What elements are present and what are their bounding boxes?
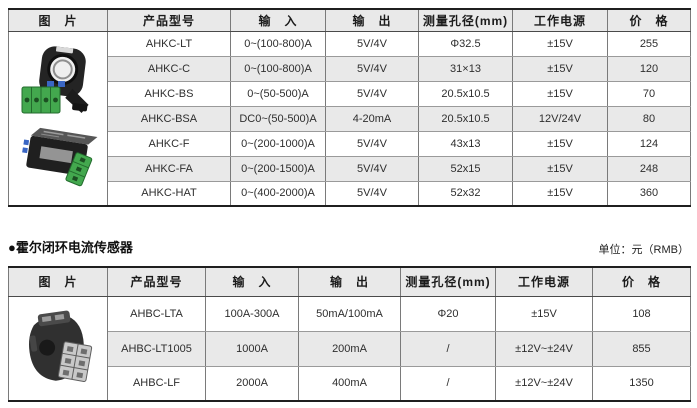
row-ahkc-hat: AHKC-HAT 0~(400-2000)A 5V/4V 52x32 ±15V …: [9, 180, 691, 207]
header-input: 输 入: [230, 8, 326, 32]
cell-model: AHKC-C: [107, 55, 231, 82]
cell-output: 5V/4V: [325, 80, 419, 107]
header-power: 工作电源: [495, 266, 593, 297]
cell-output: 200mA: [298, 330, 401, 367]
header-aperture: 测量孔径(mm): [418, 8, 513, 32]
cell-input: 0~(50-500)A: [230, 80, 326, 107]
cell-output: 400mA: [298, 365, 401, 402]
cell-aperture: 31×13: [418, 55, 513, 82]
cell-power: ±15V: [512, 80, 608, 107]
cell-input: DC0~(50-500)A: [230, 105, 326, 132]
header-output: 输 出: [298, 266, 401, 297]
cell-input: 0~(200-1500)A: [230, 155, 326, 182]
row-ahkc-bs: AHKC-BS 0~(50-500)A 5V/4V 20.5x10.5 ±15V…: [9, 80, 691, 107]
table2-header-row: 图 片 产品型号 输 入 输 出 测量孔径(mm) 工作电源 价 格: [8, 266, 691, 297]
table1-header-row: 图 片 产品型号 输 入 输 出 测量孔径(mm) 工作电源 价 格: [8, 8, 691, 32]
product-photos-cell: [8, 30, 108, 207]
cell-aperture: Φ32.5: [418, 30, 513, 57]
cell-power: ±12V~±24V: [495, 330, 593, 367]
cell-power: ±15V: [512, 155, 608, 182]
cell-price: 108: [592, 295, 691, 332]
cell-price: 360: [607, 180, 691, 207]
cell-price: 855: [592, 330, 691, 367]
cell-output: 5V/4V: [325, 130, 419, 157]
header-price: 价 格: [592, 266, 691, 297]
cell-model: AHKC-BS: [107, 80, 231, 107]
cell-model: AHBC-LF: [107, 365, 206, 402]
cell-output: 5V/4V: [325, 180, 419, 207]
cell-input: 1000A: [205, 330, 299, 367]
cell-power: ±15V: [512, 55, 608, 82]
cell-aperture: /: [400, 365, 496, 402]
cell-price: 120: [607, 55, 691, 82]
header-model: 产品型号: [107, 266, 206, 297]
cell-price: 70: [607, 80, 691, 107]
cell-model: AHKC-LT: [107, 30, 231, 57]
cell-input: 0~(400-2000)A: [230, 180, 326, 207]
header-picture: 图 片: [8, 8, 108, 32]
cell-price: 124: [607, 130, 691, 157]
ring-core-hall-sensor-photo: [16, 45, 100, 122]
cell-aperture: 43x13: [418, 130, 513, 157]
row-ahkc-bsa: AHKC-BSA DC0~(50-500)A 4-20mA 20.5x10.5 …: [9, 105, 691, 132]
header-aperture: 测量孔径(mm): [400, 266, 496, 297]
cell-input: 0~(100-800)A: [230, 55, 326, 82]
cell-output: 5V/4V: [325, 155, 419, 182]
cell-output: 50mA/100mA: [298, 295, 401, 332]
row-ahkc-f: AHKC-F 0~(200-1000)A 5V/4V 43x13 ±15V 12…: [9, 130, 691, 157]
cell-price: 255: [607, 30, 691, 57]
cell-input: 2000A: [205, 365, 299, 402]
cell-power: ±15V: [512, 130, 608, 157]
cell-aperture: 52x15: [418, 155, 513, 182]
header-power: 工作电源: [512, 8, 608, 32]
product-photo-cell: [8, 295, 108, 402]
cell-model: AHKC-BSA: [107, 105, 231, 132]
cell-output: 5V/4V: [325, 30, 419, 57]
row-ahbc-lt1005: AHBC-LT1005 1000A 200mA / ±12V~±24V 855: [9, 330, 691, 367]
cell-output: 5V/4V: [325, 55, 419, 82]
unit-label: 单位：元（RMB）: [598, 244, 689, 256]
cell-model: AHKC-FA: [107, 155, 231, 182]
row-ahbc-lta: AHBC-LTA 100A-300A 50mA/100mA Φ20 ±15V 1…: [8, 295, 691, 402]
cell-price: 248: [607, 155, 691, 182]
header-output: 输 出: [325, 8, 419, 32]
cell-input: 0~(200-1000)A: [230, 130, 326, 157]
cell-input: 0~(100-800)A: [230, 30, 326, 57]
cell-model: AHKC-F: [107, 130, 231, 157]
split-core-box-sensor-photo: [16, 126, 100, 191]
bullet-icon: ●: [8, 240, 16, 255]
cell-aperture: /: [400, 330, 496, 367]
closed-loop-sensor-price-table: 图 片 产品型号 输 入 输 出 测量孔径(mm) 工作电源 价 格: [8, 266, 691, 402]
cell-model: AHKC-HAT: [107, 180, 231, 207]
header-price: 价 格: [607, 8, 691, 32]
cell-power: ±12V~±24V: [495, 365, 593, 402]
header-picture: 图 片: [8, 266, 108, 297]
cell-aperture: 52x32: [418, 180, 513, 207]
cell-output: 4-20mA: [325, 105, 419, 132]
cell-power: ±15V: [512, 30, 608, 57]
open-loop-sensor-price-table: 图 片 产品型号 输 入 输 出 测量孔径(mm) 工作电源 价 格: [8, 8, 691, 207]
cell-model: AHBC-LTA: [107, 295, 206, 332]
cell-power: ±15V: [495, 295, 593, 332]
cell-input: 100A-300A: [205, 295, 299, 332]
row-ahkc-lt: AHKC-LT 0~(100-800)A 5V/4V Φ32.5 ±15V 25…: [8, 30, 691, 207]
row-ahkc-fa: AHKC-FA 0~(200-1500)A 5V/4V 52x15 ±15V 2…: [9, 155, 691, 182]
row-ahbc-lf: AHBC-LF 2000A 400mA / ±12V~±24V 1350: [9, 365, 691, 402]
header-input: 输 入: [205, 266, 299, 297]
section-title: ●霍尔闭环电流传感器: [8, 237, 133, 256]
section-title-text: 霍尔闭环电流传感器: [15, 240, 133, 255]
row-ahkc-c: AHKC-C 0~(100-800)A 5V/4V 31×13 ±15V 120: [9, 55, 691, 82]
closed-loop-hall-sensor-photo: [17, 302, 99, 395]
cell-aperture: 20.5x10.5: [418, 105, 513, 132]
cell-price: 1350: [592, 365, 691, 402]
cell-aperture: Φ20: [400, 295, 496, 332]
cell-model: AHBC-LT1005: [107, 330, 206, 367]
cell-price: 80: [607, 105, 691, 132]
cell-power: ±15V: [512, 180, 608, 207]
cell-power: 12V/24V: [512, 105, 608, 132]
header-model: 产品型号: [107, 8, 231, 32]
cell-aperture: 20.5x10.5: [418, 80, 513, 107]
